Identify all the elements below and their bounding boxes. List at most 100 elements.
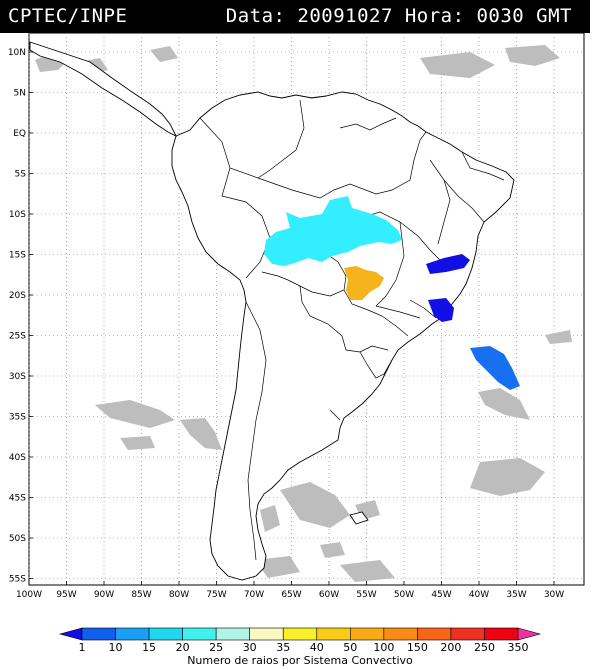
title-bar: CPTEC/INPE Data: 20091027 Hora: 0030 GMT bbox=[0, 0, 590, 33]
lon-label: 95W bbox=[56, 590, 76, 600]
legend-color-bar bbox=[58, 627, 542, 641]
cloud-patch bbox=[180, 418, 222, 450]
lon-label: 65W bbox=[281, 590, 301, 600]
south-america-outline bbox=[171, 91, 515, 581]
lat-label: 15S bbox=[9, 251, 26, 261]
legend-swatch bbox=[484, 627, 519, 641]
lon-label: 75W bbox=[206, 590, 226, 600]
legend-tick-label: 50 bbox=[343, 641, 357, 654]
cloud-patch bbox=[255, 556, 300, 578]
legend-swatch bbox=[350, 627, 385, 641]
legend-swatch bbox=[316, 627, 351, 641]
convective-system-light-blue bbox=[470, 346, 520, 390]
legend-tick-label: 30 bbox=[243, 641, 257, 654]
source-label: CPTEC/INPE bbox=[8, 5, 128, 27]
legend-tick-label: 15 bbox=[142, 641, 156, 654]
legend-swatch bbox=[450, 627, 485, 641]
cloud-patch bbox=[340, 560, 395, 582]
convective-system-blue bbox=[426, 254, 470, 274]
lon-label: 70W bbox=[244, 590, 264, 600]
legend-caption: Numero de raios por Sistema Convectivo bbox=[187, 654, 413, 667]
cloud-patch bbox=[150, 46, 178, 62]
lat-label: 5N bbox=[14, 89, 26, 99]
convective-system-orange bbox=[344, 266, 384, 300]
cloud-patch bbox=[545, 330, 572, 344]
legend-tick-label: 200 bbox=[440, 641, 461, 654]
cloud-patch bbox=[280, 482, 350, 528]
border-line bbox=[299, 285, 389, 353]
lat-label: 35S bbox=[9, 413, 26, 423]
lon-label: 100W bbox=[16, 590, 42, 600]
cloud-patch bbox=[505, 45, 560, 66]
cloud-patch bbox=[420, 52, 495, 78]
cloud-patch bbox=[260, 505, 280, 532]
legend-swatch bbox=[282, 627, 318, 641]
border-line bbox=[359, 351, 393, 379]
lat-label: 10N bbox=[8, 48, 26, 58]
legend-swatch bbox=[58, 627, 83, 641]
lat-label: 30S bbox=[9, 372, 26, 382]
legend-tick-label: 1 bbox=[79, 641, 86, 654]
lon-label: 40W bbox=[469, 590, 489, 600]
legend-tick-label: 40 bbox=[310, 641, 324, 654]
lat-label: 55S bbox=[9, 575, 26, 585]
state-border bbox=[437, 179, 451, 245]
lat-label: 5S bbox=[15, 170, 27, 180]
legend-swatch bbox=[517, 627, 542, 641]
border-line bbox=[343, 289, 409, 337]
cloud-patch bbox=[470, 458, 545, 496]
legend-tick-label: 250 bbox=[474, 641, 495, 654]
legend-tick-label: 20 bbox=[176, 641, 190, 654]
lon-label: 85W bbox=[131, 590, 151, 600]
legend-tick-label: 35 bbox=[276, 641, 290, 654]
state-border bbox=[461, 151, 505, 181]
legend-swatch bbox=[383, 627, 418, 641]
legend-swatch bbox=[417, 627, 452, 641]
border-line bbox=[245, 301, 267, 561]
state-border bbox=[375, 305, 421, 319]
legend-tick-label: 100 bbox=[373, 641, 394, 654]
border-line bbox=[257, 131, 427, 199]
legend-tick-label: 350 bbox=[508, 641, 529, 654]
lon-label: 45W bbox=[431, 590, 451, 600]
legend-swatch bbox=[81, 627, 116, 641]
datetime-label: Data: 20091027 Hora: 0030 GMT bbox=[225, 5, 572, 27]
legend-tick-label: 25 bbox=[209, 641, 223, 654]
legend-swatch bbox=[215, 627, 250, 641]
cloud-patch bbox=[478, 388, 530, 420]
lat-label: 25S bbox=[9, 332, 26, 342]
lat-label: 40S bbox=[9, 453, 26, 463]
legend-swatch bbox=[249, 627, 284, 641]
cloud-patch bbox=[120, 436, 155, 450]
border-line bbox=[339, 117, 397, 131]
central-america-outline bbox=[29, 41, 178, 138]
country-borders bbox=[199, 99, 505, 561]
border-line bbox=[329, 409, 341, 421]
convective-systems bbox=[264, 196, 520, 390]
convective-system-cyan bbox=[264, 196, 402, 266]
legend-swatch bbox=[182, 627, 217, 641]
cloud-patch bbox=[95, 400, 175, 428]
border-line bbox=[221, 167, 271, 279]
state-border bbox=[429, 159, 485, 223]
state-border bbox=[409, 299, 437, 319]
convective-system-blue bbox=[428, 298, 454, 322]
state-border bbox=[375, 221, 405, 307]
lat-label: EQ bbox=[13, 129, 26, 139]
lon-label: 80W bbox=[169, 590, 189, 600]
lon-label: 50W bbox=[394, 590, 414, 600]
falklands-outline bbox=[349, 511, 369, 525]
legend-swatch bbox=[115, 627, 150, 641]
border-line bbox=[199, 99, 305, 179]
lon-label: 90W bbox=[94, 590, 114, 600]
legend-tick-labels: 1 10 15 20 25 30 35 40 50 100 150 200 250 350 bbox=[79, 641, 529, 654]
lon-label: 35W bbox=[506, 590, 526, 600]
lat-label: 45S bbox=[9, 494, 26, 504]
legend-tick-label: 10 bbox=[109, 641, 123, 654]
lat-label: 50S bbox=[9, 534, 26, 544]
cloud-patch bbox=[320, 542, 345, 558]
coastline bbox=[29, 41, 515, 581]
lon-label: 60W bbox=[319, 590, 339, 600]
lon-label: 55W bbox=[356, 590, 376, 600]
